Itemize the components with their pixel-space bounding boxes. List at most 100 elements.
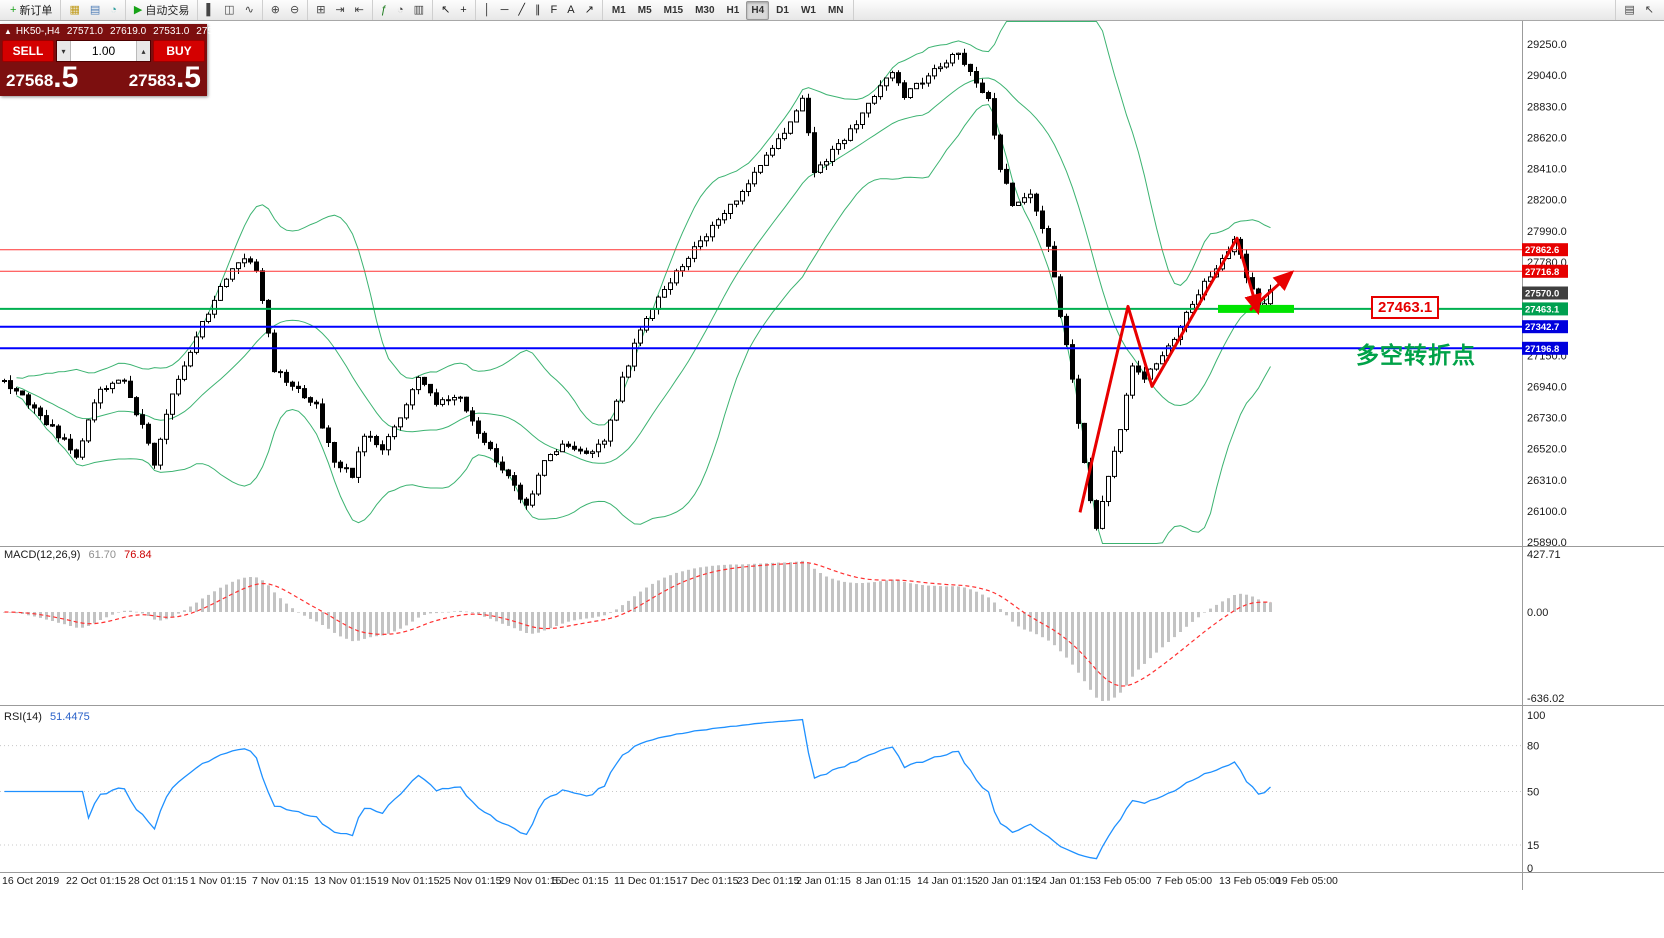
- svg-text:-636.02: -636.02: [1527, 693, 1564, 705]
- svg-text:27716.8: 27716.8: [1525, 267, 1559, 278]
- toolbar-group-draw: │ ─ ╱ ∥ F A ↗: [476, 0, 603, 20]
- bar-chart-button[interactable]: ▌: [202, 1, 218, 20]
- ohlc-low: 27531.0: [153, 26, 190, 37]
- equidistant-channel-icon: ∥: [535, 3, 541, 16]
- bollinger-bands: [16, 21, 1271, 544]
- cursor-button[interactable]: ↖: [437, 1, 454, 20]
- svg-text:0: 0: [1527, 863, 1533, 875]
- tile-windows-button[interactable]: ⊞: [312, 1, 329, 20]
- toolbar-group-panels: ▦ ▤ ◔: [61, 0, 126, 20]
- buy-price-pips: .5: [175, 61, 201, 94]
- autotrading-button[interactable]: ▶ 自动交易: [130, 1, 193, 20]
- toolbar-group-insert: ƒ ◔ ▥: [373, 0, 434, 20]
- bollinger-middle-band: [16, 77, 1271, 464]
- arrows-button[interactable]: ↗: [581, 1, 598, 20]
- support-price-label[interactable]: 27463.1: [1371, 296, 1440, 319]
- chart-list-button[interactable]: ▤: [1620, 1, 1638, 20]
- time-axis: 16 Oct 2019 22 Oct 01:15 28 Oct 01:15 1 Nov…: [2, 875, 1338, 887]
- svg-text:427.71: 427.71: [1527, 549, 1561, 561]
- arrows-icon: ↗: [584, 3, 594, 16]
- svg-text:28410.0: 28410.0: [1527, 164, 1567, 176]
- toolbar-group-cursor: ↖ +: [433, 0, 476, 20]
- svg-text:28200.0: 28200.0: [1527, 195, 1567, 207]
- periods-icon: ◔: [397, 3, 404, 16]
- pointer-tool-icon: ↖: [1644, 3, 1654, 16]
- rsi-label: RSI(14) 51.4475: [4, 711, 90, 723]
- volume-increase-button[interactable]: ▴: [136, 41, 150, 61]
- chart-shift-button[interactable]: ⇤: [351, 1, 368, 20]
- periods-button[interactable]: ◔: [393, 1, 408, 20]
- sell-price-pips: .5: [53, 61, 79, 94]
- svg-text:1 Nov 01:15: 1 Nov 01:15: [190, 875, 247, 887]
- volume-decrease-button[interactable]: ▾: [57, 41, 71, 61]
- equidistant-channel-button[interactable]: ∥: [531, 1, 545, 20]
- timeframe-d1-button[interactable]: D1: [771, 1, 794, 20]
- timeframe-m1-label: M1: [611, 4, 626, 16]
- sell-price[interactable]: 27568 .5: [6, 61, 79, 94]
- indicators-icon: ƒ: [380, 3, 388, 16]
- toolbar-group-windows: ⊞ ⇥ ⇤: [308, 0, 373, 20]
- timeframe-m30-button[interactable]: M30: [690, 1, 719, 20]
- fibonacci-button[interactable]: F: [547, 1, 562, 20]
- timeframe-mn-button[interactable]: MN: [823, 1, 849, 20]
- breakout-arrow-annotation[interactable]: [1248, 270, 1295, 312]
- cursor-icon: ↖: [441, 3, 451, 16]
- zoom-out-button[interactable]: ⊖: [286, 1, 303, 20]
- svg-text:27862.6: 27862.6: [1525, 245, 1559, 256]
- svg-text:29250.0: 29250.0: [1527, 39, 1567, 51]
- timeframe-w1-label: W1: [800, 4, 816, 16]
- svg-text:24 Jan 01:15: 24 Jan 01:15: [1035, 875, 1096, 887]
- timeframe-m1-button[interactable]: M1: [607, 1, 631, 20]
- svg-text:26730.0: 26730.0: [1527, 413, 1567, 425]
- horizontal-line-button[interactable]: ─: [497, 1, 513, 20]
- macd-name: MACD(12,26,9): [4, 549, 81, 561]
- trendline-button[interactable]: ╱: [514, 1, 529, 20]
- zoom-out-icon: ⊖: [290, 3, 300, 16]
- auto-scroll-button[interactable]: ⇥: [331, 1, 348, 20]
- templates-button[interactable]: ▥: [410, 1, 428, 20]
- sell-button[interactable]: SELL: [2, 40, 54, 62]
- line-chart-icon: ∿: [244, 3, 254, 16]
- svg-text:80: 80: [1527, 741, 1539, 753]
- timeframe-h4-button[interactable]: H4: [746, 0, 770, 20]
- text-button[interactable]: A: [563, 1, 578, 20]
- line-chart-button[interactable]: ∿: [241, 1, 258, 20]
- svg-text:2 Jan 01:15: 2 Jan 01:15: [796, 875, 851, 887]
- vertical-line-button[interactable]: │: [480, 1, 495, 20]
- pointer-tool-button[interactable]: ↖: [1641, 1, 1658, 20]
- navigator-button[interactable]: ▤: [86, 1, 104, 20]
- volume-control: ▾ ▴: [56, 40, 151, 62]
- turning-point-text[interactable]: 多空转折点: [1356, 342, 1476, 368]
- svg-text:27570.0: 27570.0: [1525, 289, 1559, 300]
- new-order-button[interactable]: + 新订单: [6, 1, 56, 20]
- buy-price[interactable]: 27583 .5: [129, 61, 201, 94]
- autotrading-label: 自动交易: [145, 5, 190, 17]
- svg-text:27990.0: 27990.0: [1527, 226, 1567, 238]
- timeframe-m5-button[interactable]: M5: [633, 1, 657, 20]
- timeframe-w1-button[interactable]: W1: [796, 1, 821, 20]
- indicators-button[interactable]: ƒ: [377, 1, 391, 20]
- candlestick-chart-icon: ◫: [224, 3, 235, 16]
- toolbar-group-autotrade: ▶ 自动交易: [126, 0, 199, 20]
- terminal-button[interactable]: ◔: [106, 1, 121, 20]
- candlestick-chart-button[interactable]: ◫: [220, 1, 238, 20]
- new-order-label: 新订单: [19, 5, 53, 17]
- timeframe-m15-button[interactable]: M15: [659, 1, 688, 20]
- timeframe-h1-button[interactable]: H1: [722, 1, 745, 20]
- svg-text:23 Dec 01:15: 23 Dec 01:15: [737, 875, 800, 887]
- volume-input[interactable]: [71, 41, 136, 61]
- zoom-in-button[interactable]: ⊕: [267, 1, 284, 20]
- chart-shift-icon: ⇤: [354, 3, 364, 16]
- sell-price-main: 27568: [6, 71, 54, 90]
- collapse-arrow-icon[interactable]: ▲: [4, 27, 12, 36]
- market-watch-button[interactable]: ▦: [65, 1, 83, 20]
- trend-zigzag-annotation[interactable]: [1078, 236, 1262, 513]
- timeframe-m15-label: M15: [663, 4, 684, 16]
- svg-text:17 Dec 01:15: 17 Dec 01:15: [676, 875, 739, 887]
- toolbar-group-window-right: ▤ ↖: [1615, 0, 1662, 20]
- crosshair-button[interactable]: +: [456, 1, 470, 20]
- buy-button[interactable]: BUY: [153, 40, 205, 62]
- svg-text:26520.0: 26520.0: [1527, 444, 1567, 456]
